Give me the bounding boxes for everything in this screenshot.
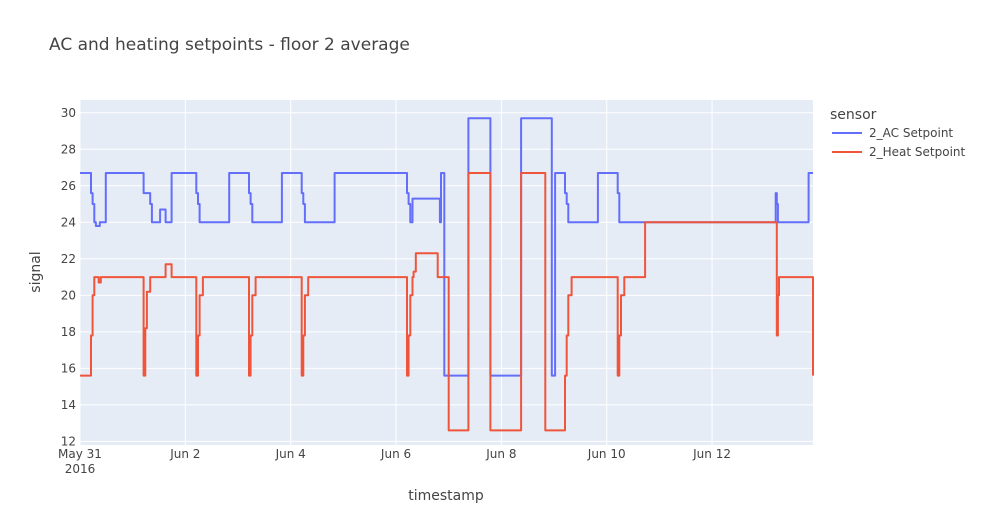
- y-tick-label-1: 14: [61, 398, 76, 412]
- x-tick-label-5: Jun 10: [587, 447, 626, 461]
- legend-items: 2_AC Setpoint 2_Heat Setpoint: [832, 126, 966, 159]
- legend-label-2: 2_Heat Setpoint: [869, 145, 966, 159]
- y-tick-label-2: 16: [61, 361, 76, 375]
- y-tick-label-6: 24: [61, 215, 76, 229]
- series-line-1: [80, 117, 813, 377]
- y-tick-layer: 12 14 16 18 20 22 24 26 28 30: [61, 106, 76, 449]
- chart-title: AC and heating setpoints - floor 2 avera…: [49, 35, 410, 55]
- y-axis-label: signal: [28, 251, 44, 292]
- y-tick-label-3: 18: [61, 325, 76, 339]
- legend-title: sensor: [830, 107, 877, 123]
- y-tick-label-4: 20: [61, 288, 76, 302]
- x-tick-label-6: Jun 12: [692, 447, 731, 461]
- x-axis-label: timestamp: [408, 488, 484, 504]
- y-tick-label-5: 22: [61, 252, 76, 266]
- series-layer: [80, 117, 814, 432]
- y-tick-label-8: 28: [61, 142, 76, 156]
- grid-layer: [79, 100, 813, 445]
- legend: sensor 2_AC Setpoint 2_Heat Setpoint: [830, 107, 966, 159]
- plot-area: [80, 100, 813, 445]
- x-tick-label-0: May 31: [58, 447, 102, 461]
- x-tick-sublabel-0: 2016: [65, 462, 96, 476]
- x-tick-label-3: Jun 6: [380, 447, 411, 461]
- x-tick-label-2: Jun 4: [275, 447, 306, 461]
- x-tick-label-4: Jun 8: [485, 447, 516, 461]
- y-tick-label-7: 26: [61, 179, 76, 193]
- legend-label-1: 2_AC Setpoint: [869, 126, 953, 140]
- y-tick-label-9: 30: [61, 106, 76, 120]
- series-line-2: [80, 172, 814, 432]
- x-tick-label-1: Jun 2: [169, 447, 200, 461]
- y-tick-label-0: 12: [61, 434, 76, 448]
